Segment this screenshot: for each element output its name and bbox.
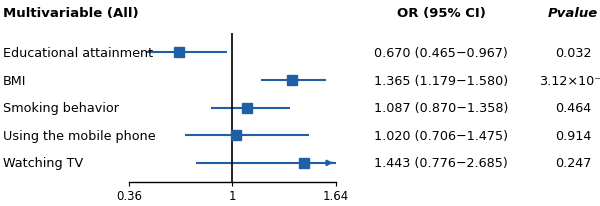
Text: 1.365 (1.179−1.580): 1.365 (1.179−1.580) (374, 74, 508, 87)
Text: Smoking behavior: Smoking behavior (3, 102, 119, 115)
Text: Pvalue: Pvalue (548, 7, 598, 20)
Text: 3.12×10⁻⁵: 3.12×10⁻⁵ (539, 74, 600, 87)
Text: 1.020 (0.706−1.475): 1.020 (0.706−1.475) (374, 129, 508, 142)
Text: 0.464: 0.464 (555, 102, 591, 115)
Text: OR (95% CI): OR (95% CI) (397, 7, 485, 20)
Text: 1.443 (0.776−2.685): 1.443 (0.776−2.685) (374, 157, 508, 170)
Text: 0.914: 0.914 (555, 129, 591, 142)
Text: 0.670 (0.465−0.967): 0.670 (0.465−0.967) (374, 47, 508, 60)
Text: Educational attainment: Educational attainment (3, 47, 153, 60)
Text: 0.247: 0.247 (555, 157, 591, 170)
Text: Multivariable (All): Multivariable (All) (3, 7, 139, 20)
Text: Watching TV: Watching TV (3, 157, 83, 170)
Text: Using the mobile phone: Using the mobile phone (3, 129, 155, 142)
Text: 0.032: 0.032 (555, 47, 591, 60)
Text: BMI: BMI (3, 74, 26, 87)
Text: 1.087 (0.870−1.358): 1.087 (0.870−1.358) (374, 102, 508, 115)
